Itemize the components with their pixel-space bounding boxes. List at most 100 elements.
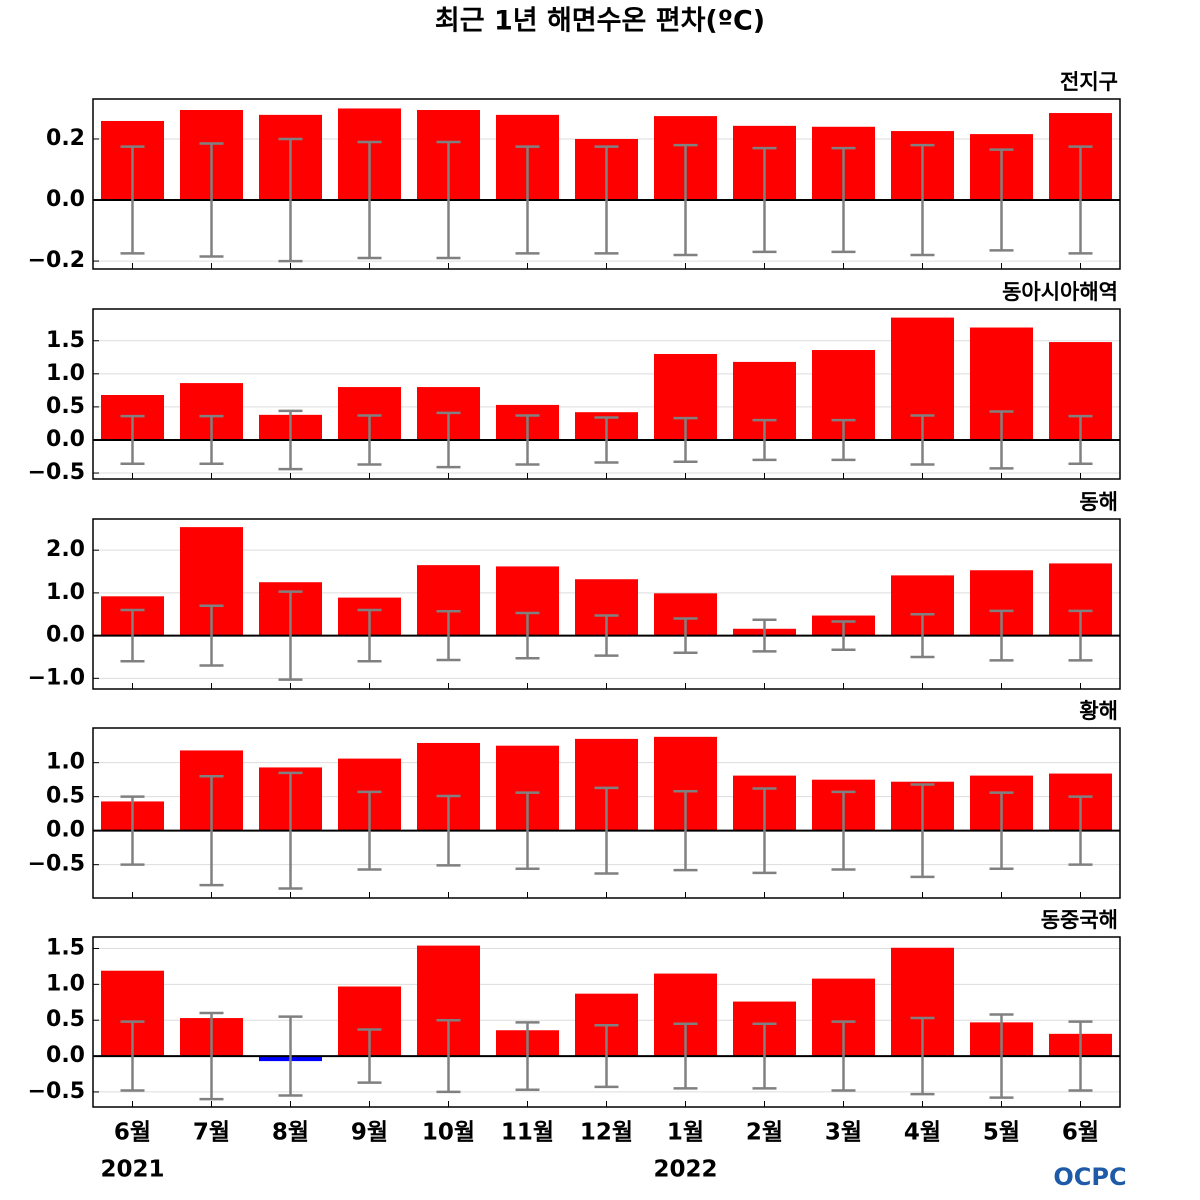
x-tick-label: 2월 [746, 1120, 783, 1146]
y-tick-label: 0.5 [46, 394, 85, 419]
y-tick-label: −0.2 [28, 248, 85, 273]
y-tick-label: −0.5 [28, 460, 85, 485]
year-label: 2021 [100, 1157, 164, 1183]
panel-title: 동아시아해역 [1002, 280, 1118, 304]
x-tick-label: 10월 [422, 1120, 475, 1146]
error-bar [436, 1018, 461, 1094]
error-bar [278, 771, 303, 890]
error-bar [278, 1015, 303, 1097]
error-bar [199, 1011, 224, 1101]
error-bar [120, 145, 145, 255]
error-bar [989, 148, 1014, 252]
plot-frame [92, 308, 1121, 480]
error-bar [752, 418, 777, 462]
error-bar [436, 794, 461, 867]
error-bar [989, 410, 1014, 470]
error-bar [594, 1023, 619, 1089]
error-bar [831, 790, 856, 871]
y-tick-label: 1.5 [46, 935, 85, 960]
error-bar [120, 795, 145, 866]
error-bar [594, 145, 619, 255]
error-bar [357, 608, 382, 663]
logo: OCPC [1053, 1163, 1126, 1191]
y-tick-label: 0.0 [46, 1043, 85, 1068]
error-bar [515, 611, 540, 660]
plot-frame [92, 518, 1121, 690]
error-bar [120, 1020, 145, 1092]
error-bar [831, 146, 856, 254]
y-tick-label: 1.0 [46, 361, 85, 386]
y-tick-label: 2.0 [46, 537, 85, 562]
x-tick-label: 5월 [983, 1120, 1020, 1146]
error-bar [436, 411, 461, 469]
error-bar [594, 786, 619, 875]
x-tick-label: 7월 [193, 1120, 230, 1146]
y-tick-label: 0.5 [46, 784, 85, 809]
y-tick-label: 0.0 [46, 623, 85, 648]
y-tick-label: 0.0 [46, 427, 85, 452]
plot-frame [92, 98, 1121, 270]
error-bar [673, 617, 698, 654]
x-tick-label: 12월 [580, 1120, 633, 1146]
x-tick-label: 6월 [1062, 1120, 1099, 1146]
error-bar [910, 613, 935, 659]
error-bar [752, 1022, 777, 1090]
panel-title: 전지구 [1060, 70, 1118, 94]
chart-title: 최근 1년 해면수온 편차(ºC) [435, 6, 765, 37]
error-bar [752, 787, 777, 875]
error-bar [1068, 145, 1093, 255]
error-bar [515, 791, 540, 871]
error-bar [831, 418, 856, 462]
y-tick-label: 1.0 [46, 971, 85, 996]
panel-title: 동중국해 [1041, 908, 1118, 932]
plot-frame [92, 936, 1121, 1108]
error-bar [436, 140, 461, 260]
error-bar [752, 618, 777, 653]
x-tick-label: 4월 [904, 1120, 941, 1146]
error-bar [199, 142, 224, 258]
error-bar [120, 414, 145, 466]
error-bar [1068, 795, 1093, 866]
error-bar [594, 416, 619, 464]
error-bar [673, 416, 698, 464]
y-tick-label: −0.5 [28, 1079, 85, 1104]
year-label: 2022 [653, 1157, 717, 1183]
error-bar [120, 608, 145, 663]
x-tick-label: 6월 [114, 1120, 151, 1146]
error-bar [278, 409, 303, 471]
panel-title: 동해 [1079, 490, 1118, 514]
error-bar [910, 414, 935, 466]
x-tick-label: 3월 [825, 1120, 862, 1146]
error-bar [357, 1028, 382, 1084]
error-bar [752, 146, 777, 254]
panel-title: 황해 [1079, 699, 1118, 723]
error-bar [594, 614, 619, 657]
x-tick-label: 1월 [667, 1120, 704, 1146]
error-bar [910, 143, 935, 257]
y-tick-label: 1.0 [46, 580, 85, 605]
error-bar [1068, 1020, 1093, 1092]
y-tick-label: −0.5 [28, 852, 85, 877]
y-tick-label: 0.0 [46, 187, 85, 212]
error-bar [199, 414, 224, 466]
error-bar [989, 791, 1014, 871]
error-bar [199, 775, 224, 887]
error-bar [673, 789, 698, 872]
y-tick-label: −1.0 [28, 665, 85, 690]
error-bar [515, 414, 540, 466]
error-bar [436, 610, 461, 662]
error-bar [357, 414, 382, 466]
x-tick-label: 11월 [501, 1120, 554, 1146]
y-tick-label: 1.5 [46, 328, 85, 353]
error-bar [989, 609, 1014, 662]
y-tick-label: 0.0 [46, 818, 85, 843]
error-bar [199, 604, 224, 667]
error-bar [910, 783, 935, 879]
error-bar [1068, 414, 1093, 466]
plot-frame [92, 727, 1121, 899]
error-bar [278, 590, 303, 681]
error-bar [278, 137, 303, 263]
x-tick-label: 9월 [351, 1120, 388, 1146]
error-bar [515, 1021, 540, 1092]
